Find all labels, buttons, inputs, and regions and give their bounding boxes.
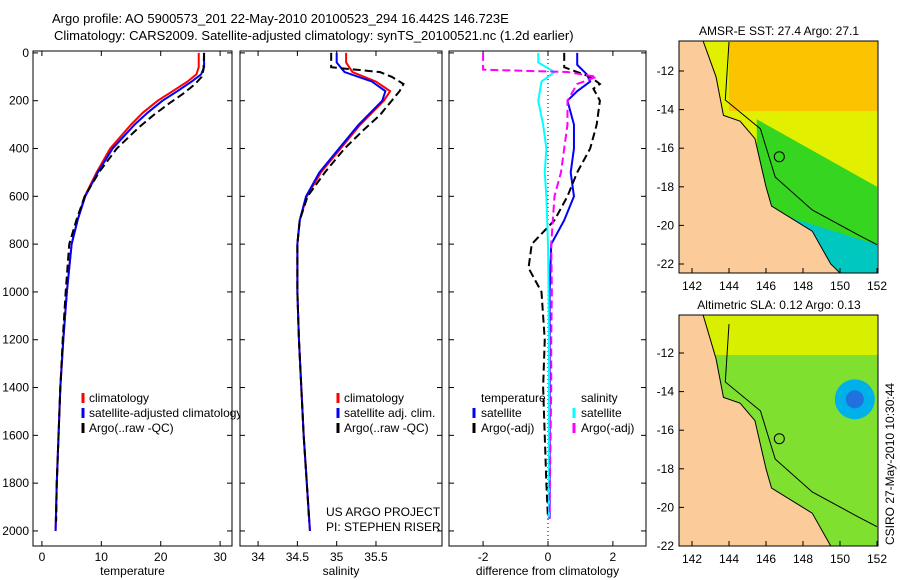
panel-salinity: 34 34.5 35 35.5 salinity climatologysatellite… <box>239 50 443 578</box>
y-tick-label: 800 <box>9 237 29 251</box>
sla-map: Altimetric SLA: 0.12 Argo: 0.13 142 144 146… <box>657 298 888 566</box>
sst-map: AMSR-E SST: 27.4 Argo: 27.1 142 144 146 148 1… <box>657 24 888 293</box>
map-x-tick-label: 142 <box>682 552 702 566</box>
map-title: AMSR-E SST: 27.4 Argo: 27.1 <box>699 24 859 38</box>
x-tick-label: 0 <box>39 550 46 564</box>
x-tick-label: 30 <box>213 550 227 564</box>
series-line-argo-raw-qc- <box>55 52 206 522</box>
sla-eddy-core <box>845 390 864 409</box>
map-x-tick-label: 142 <box>682 279 702 293</box>
legend-heading: salinity <box>581 391 618 405</box>
legend-label: Argo(-adj) <box>581 421 634 435</box>
depth-contour <box>724 324 878 528</box>
legend-label: Argo(..raw -QC) <box>89 421 174 435</box>
axes-box <box>239 50 443 547</box>
y-tick-label: 2000 <box>2 524 29 538</box>
legend-label: satellite <box>481 406 522 420</box>
map-y-tick-label: -22 <box>657 257 675 271</box>
axes-box <box>32 50 233 547</box>
y-tick-label: 1600 <box>2 428 29 442</box>
map-box <box>678 40 879 274</box>
legend-heading: temperature <box>481 391 546 405</box>
map-x-tick-label: 144 <box>719 552 739 566</box>
legend-label: satellite <box>581 406 622 420</box>
y-tick-label: 200 <box>9 94 29 108</box>
map-x-tick-label: 152 <box>867 279 887 293</box>
legend-label: satellite-adjusted climatology <box>89 406 242 420</box>
series-line-argo-raw-qc- <box>296 52 405 522</box>
map-x-tick-label: 150 <box>830 279 850 293</box>
title-line-1: Argo profile: AO 5900573_201 22-May-2010… <box>52 11 509 26</box>
legend-label: Argo(..raw -QC) <box>344 421 429 435</box>
series-line-temperature-argo-adj- <box>527 52 602 520</box>
map-x-tick-label: 146 <box>756 552 776 566</box>
land-australia <box>679 41 841 273</box>
map-x-tick-label: 148 <box>793 279 813 293</box>
map-y-tick-label: -18 <box>657 180 675 194</box>
y-tick-label: 1400 <box>2 381 29 395</box>
x-tick-label: -2 <box>478 550 489 564</box>
map-title: Altimetric SLA: 0.12 Argo: 0.13 <box>697 298 861 312</box>
annotation-text: PI: STEPHEN RISER <box>326 520 441 534</box>
panel-temperature: 0 10 20 30 0 200 400 600 800 1000 1200 1400 1600 1800… <box>2 46 242 578</box>
x-axis-label: temperature <box>100 564 165 578</box>
y-tick-label: 600 <box>9 189 29 203</box>
x-tick-label: 34 <box>251 550 265 564</box>
map-x-tick-label: 144 <box>719 279 739 293</box>
series-line-salinity-argo-adj- <box>482 52 601 520</box>
x-tick-label: 35 <box>330 550 344 564</box>
argo-location-marker <box>773 151 785 163</box>
sst-warm-region <box>729 41 878 111</box>
map-y-tick-label: -20 <box>657 500 675 514</box>
x-tick-label: 2 <box>610 550 617 564</box>
x-tick-label: 10 <box>95 550 109 564</box>
x-tick-label: 35.5 <box>364 550 388 564</box>
map-x-tick-label: 148 <box>793 552 813 566</box>
argo-location-marker <box>773 433 785 445</box>
x-axis-label: difference from climatology <box>476 564 619 578</box>
map-y-tick-label: -14 <box>657 385 675 399</box>
map-y-tick-label: -16 <box>657 141 675 155</box>
map-field <box>679 41 878 273</box>
map-x-tick-label: 150 <box>830 552 850 566</box>
annotation-text: US ARGO PROJECT <box>326 505 441 519</box>
map-x-tick-label: 152 <box>867 552 887 566</box>
map-y-tick-label: -18 <box>657 462 675 476</box>
x-tick-label: 20 <box>154 550 168 564</box>
map-y-tick-label: -12 <box>657 64 675 78</box>
series-line-satellite-adj-clim- <box>296 52 387 532</box>
land-australia <box>679 315 840 546</box>
y-tick-label: 400 <box>9 142 29 156</box>
x-tick-label: 0 <box>545 550 552 564</box>
legend-label: Argo(-adj) <box>481 421 534 435</box>
y-tick-label: 1200 <box>2 333 29 347</box>
series-line-salinity-satellite <box>537 52 557 519</box>
legend-label: climatology <box>344 391 404 405</box>
y-tick-label: 0 <box>22 46 29 60</box>
map-y-tick-label: -12 <box>657 346 675 360</box>
y-tick-label: 1800 <box>2 476 29 490</box>
legend-label: climatology <box>89 391 149 405</box>
x-axis-label: salinity <box>323 564 360 578</box>
legend-label: satellite adj. clim. <box>344 406 435 420</box>
y-tick-label: 1000 <box>2 285 29 299</box>
map-y-tick-label: -14 <box>657 103 675 117</box>
map-y-tick-label: -16 <box>657 423 675 437</box>
map-field <box>679 315 878 546</box>
x-tick-label: 34.5 <box>286 550 310 564</box>
map-y-tick-label: -22 <box>657 539 675 553</box>
map-x-tick-label: 146 <box>756 279 776 293</box>
map-y-tick-label: -20 <box>657 218 675 232</box>
depth-contour <box>724 42 878 246</box>
title-line-2: Climatology: CARS2009. Satellite-adjuste… <box>54 28 574 43</box>
